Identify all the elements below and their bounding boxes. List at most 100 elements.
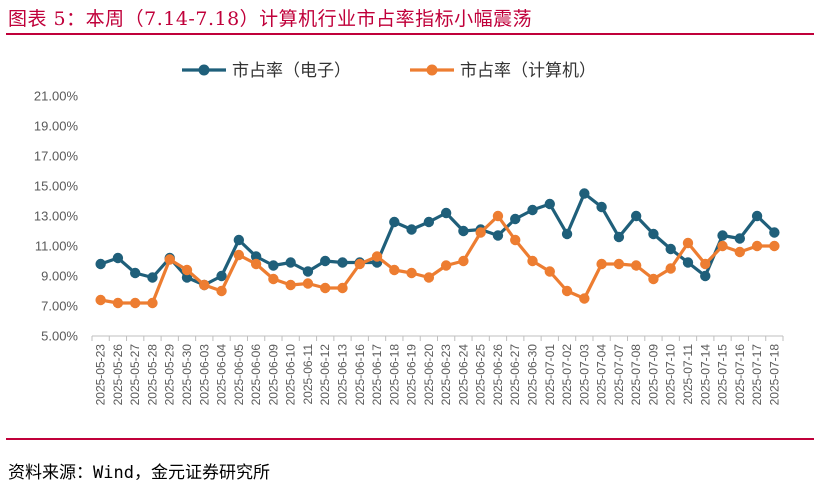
y-tick-label: 21.00%	[34, 89, 79, 104]
x-tick-label: 2025-07-18	[767, 344, 781, 406]
x-tick-label: 2025-06-03	[197, 344, 211, 406]
legend-entry: 市占率（计算机）	[460, 61, 596, 81]
data-point	[717, 230, 728, 241]
x-tick-label: 2025-06-13	[335, 344, 349, 406]
data-point	[682, 257, 694, 268]
x-tick-label: 2025-07-03	[577, 344, 591, 406]
data-point	[440, 207, 452, 219]
y-tick-label: 5.00%	[41, 329, 78, 344]
data-point	[561, 285, 573, 297]
bottom-divider	[6, 438, 814, 440]
data-point	[406, 224, 417, 235]
x-tick-label: 2025-06-06	[249, 344, 263, 406]
x-tick-label: 2025-06-05	[232, 344, 246, 406]
data-point	[544, 198, 555, 210]
x-axis: 2025-05-23 2025-05-26 2025-05-27 2025-05-28…	[91, 335, 784, 406]
x-tick-label: 2025-06-17	[370, 344, 384, 406]
data-point	[354, 258, 365, 270]
data-point	[440, 260, 452, 271]
x-tick-label: 2025-07-11	[681, 344, 695, 405]
data-point	[337, 282, 348, 294]
x-tick-label: 2025-07-15	[716, 344, 730, 406]
x-tick-label: 2025-07-14	[698, 344, 712, 406]
y-tick-label: 9.00%	[41, 269, 78, 284]
x-tick-label: 2025-07-09	[646, 344, 660, 406]
x-tick-label: 2025-06-19	[405, 344, 419, 406]
data-point	[492, 230, 504, 241]
plot-area	[95, 188, 780, 309]
x-tick-label: 2025-05-29	[163, 344, 177, 406]
data-point	[630, 260, 642, 271]
data-point	[389, 216, 400, 228]
data-point	[389, 264, 400, 276]
data-point	[510, 234, 521, 246]
x-tick-label: 2025-05-27	[128, 344, 142, 406]
data-point	[527, 204, 538, 216]
data-point	[561, 228, 573, 240]
data-point	[648, 228, 659, 240]
x-tick-label: 2025-06-11	[301, 344, 315, 405]
data-point	[751, 210, 763, 222]
data-point	[216, 270, 227, 282]
chart-legend: 市占率（电子） 市占率（计算机）	[182, 61, 596, 81]
data-point	[458, 225, 469, 237]
top-divider	[6, 33, 814, 35]
y-tick-label: 17.00%	[34, 149, 79, 164]
x-tick-label: 2025-07-17	[750, 344, 764, 406]
data-point	[544, 266, 555, 277]
data-point	[630, 210, 642, 222]
x-tick-label: 2025-05-26	[111, 344, 125, 406]
data-point	[129, 267, 141, 279]
data-point	[734, 246, 746, 258]
legend-swatch-marker	[198, 64, 210, 76]
x-tick-label: 2025-06-09	[266, 344, 280, 406]
data-point	[613, 258, 625, 270]
data-point	[700, 258, 711, 270]
x-tick-label: 2025-07-01	[543, 344, 557, 406]
data-point	[320, 255, 331, 267]
y-tick-label: 15.00%	[34, 179, 79, 194]
x-tick-label: 2025-07-02	[560, 344, 574, 406]
data-point	[112, 297, 124, 309]
series-line-1	[99, 191, 776, 287]
data-point	[734, 233, 746, 244]
data-point	[181, 272, 193, 283]
data-point	[423, 216, 435, 228]
legend-swatch-marker	[426, 64, 438, 76]
source-note: 资料来源：Wind，金元证券研究所	[8, 463, 270, 483]
data-point	[216, 285, 227, 297]
data-point	[147, 297, 158, 309]
x-tick-label: 2025-05-28	[145, 344, 159, 406]
x-tick-label: 2025-06-24	[456, 344, 470, 406]
data-point	[700, 270, 711, 282]
x-tick-label: 2025-06-12	[318, 344, 332, 406]
x-tick-label: 2025-07-04	[595, 344, 609, 406]
data-point	[769, 240, 780, 252]
data-point	[268, 273, 279, 285]
data-point	[510, 213, 521, 225]
data-point	[596, 258, 607, 270]
x-tick-label: 2025-06-27	[508, 344, 522, 406]
x-tick-label: 2025-07-08	[629, 344, 643, 406]
data-point	[285, 257, 296, 268]
data-point	[337, 257, 348, 268]
data-point	[579, 188, 590, 199]
data-point	[665, 263, 676, 274]
y-tick-label: 13.00%	[34, 209, 79, 224]
x-tick-label: 2025-05-23	[94, 344, 108, 406]
data-point	[164, 254, 175, 265]
y-tick-label: 11.00%	[35, 239, 79, 254]
data-point	[492, 210, 504, 222]
data-point	[371, 251, 383, 262]
x-tick-label: 2025-06-25	[474, 344, 488, 406]
data-point	[112, 252, 124, 264]
data-point	[475, 227, 486, 238]
data-point	[250, 251, 262, 262]
data-point	[527, 255, 538, 267]
y-tick-label: 7.00%	[41, 299, 78, 314]
data-point	[320, 282, 331, 294]
x-tick-label: 2025-06-18	[387, 344, 401, 406]
data-point	[302, 266, 314, 277]
figure-title: 图表 5：本周（7.14-7.18）计算机行业市占率指标小幅震荡	[8, 8, 533, 30]
x-tick-label: 2025-06-23	[439, 344, 453, 406]
